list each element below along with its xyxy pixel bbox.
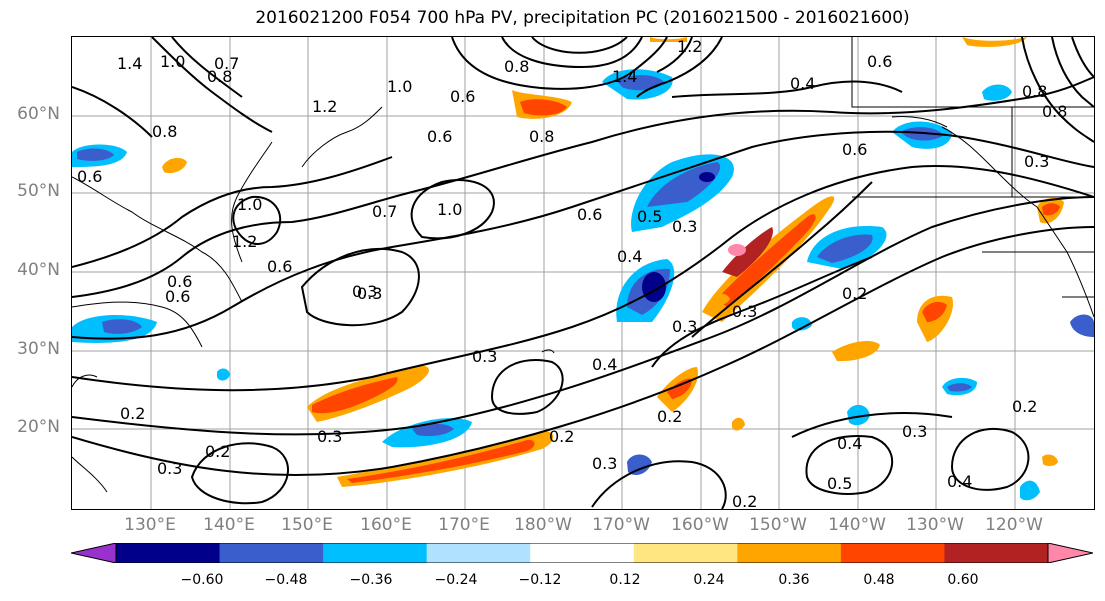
contour-label: 0.3: [357, 284, 382, 303]
contour-label: 0.3: [352, 282, 377, 301]
contour-label: 0.2: [657, 407, 682, 426]
contour-label: 1.2: [677, 37, 702, 56]
contour-labels: 1.4 1.0 0.7 0.8 1.2 0.8 0.6 1.0 0.8 0.6 …: [77, 37, 1067, 509]
lon-label: 170°E: [438, 515, 490, 535]
lon-label: 150°E: [281, 515, 333, 535]
lon-label: 140°E: [203, 515, 255, 535]
colorbar-tick: 0.60: [947, 572, 979, 588]
contour-label: 1.4: [612, 67, 637, 86]
lon-label: 150°W: [749, 515, 807, 535]
lat-label: 50°N: [17, 181, 60, 201]
colorbar-cell: [219, 543, 324, 563]
colorbar-cell: [323, 543, 428, 563]
contour-label: 1.0: [387, 77, 412, 96]
colorbar: [71, 543, 1093, 563]
contour-label: 0.3: [1024, 152, 1049, 171]
lon-label: 170°W: [592, 515, 650, 535]
contour-label: 0.6: [167, 272, 192, 291]
contour-label: 1.0: [237, 195, 262, 214]
contour-label: 0.3: [672, 317, 697, 336]
contour-label: 0.8: [504, 57, 529, 76]
contour-label: 0.3: [157, 459, 182, 478]
contour-label: 0.2: [1012, 397, 1037, 416]
contour-label: 0.3: [592, 454, 617, 473]
colorbar-tick: −0.24: [434, 572, 478, 588]
lat-label: 20°N: [17, 417, 60, 437]
contour-label: 0.6: [77, 167, 102, 186]
contour-label: 1.2: [312, 97, 337, 116]
lon-label: 160°W: [671, 515, 729, 535]
contour-label: 0.2: [549, 427, 574, 446]
colorbar-tick: −0.48: [264, 572, 308, 588]
colorbar-tick: 0.24: [693, 572, 725, 588]
colorbar-tick: −0.12: [518, 572, 562, 588]
contour-label: 0.6: [165, 287, 190, 306]
colorbar-tick: 0.36: [778, 572, 810, 588]
lat-label: 30°N: [17, 339, 60, 359]
pv-contours: [72, 37, 1094, 509]
lon-label: 140°W: [828, 515, 886, 535]
contour-label: 0.8: [1022, 82, 1047, 101]
lat-label: 60°N: [17, 104, 60, 124]
contour-label: 0.8: [1042, 102, 1067, 121]
colorbar-tick: 0.48: [863, 572, 895, 588]
contour-label: 0.8: [529, 127, 554, 146]
contour-label: 0.8: [207, 67, 232, 86]
colorbar-cell: [944, 543, 1049, 563]
contour-label: 0.4: [617, 247, 642, 266]
contour-label: 0.6: [267, 257, 292, 276]
contour-label: 0.6: [427, 127, 452, 146]
colorbar-cells: [116, 543, 1049, 563]
lon-label: 160°E: [360, 515, 412, 535]
contour-label: 0.2: [205, 442, 230, 461]
map-canvas: 1.4 1.0 0.7 0.8 1.2 0.8 0.6 1.0 0.8 0.6 …: [72, 37, 1094, 509]
contour-label: 0.3: [317, 427, 342, 446]
colorbar-cell: [737, 543, 842, 563]
contour-label: 0.2: [732, 492, 757, 509]
contour-label: 0.4: [790, 74, 815, 93]
contour-label: 1.0: [437, 200, 462, 219]
contour-label: 0.6: [842, 140, 867, 159]
lat-label: 40°N: [17, 260, 60, 280]
contour-label: 0.6: [867, 52, 892, 71]
contour-label: 0.2: [120, 404, 145, 423]
contour-label: 0.3: [472, 347, 497, 366]
contour-label: 1.2: [232, 232, 257, 251]
contour-label: 0.5: [637, 207, 662, 226]
contour-label: 0.2: [842, 284, 867, 303]
colorbar-cell: [633, 543, 738, 563]
contour-label: 0.3: [732, 302, 757, 321]
colorbar-tick: −0.60: [180, 572, 224, 588]
contour-label: 0.4: [947, 472, 972, 491]
map-title: 2016021200 F054 700 hPa PV, precipitatio…: [255, 8, 910, 28]
map-panel: 1.4 1.0 0.7 0.8 1.2 0.8 0.6 1.0 0.8 0.6 …: [71, 36, 1095, 510]
contour-label: 0.5: [827, 474, 852, 493]
contour-label: 1.4: [117, 54, 142, 73]
precip-shading: [72, 37, 1094, 501]
lon-label: 120°W: [985, 515, 1043, 535]
contour-label: 0.6: [577, 205, 602, 224]
contour-label: 0.8: [152, 122, 177, 141]
lon-label: 180°W: [514, 515, 572, 535]
contour-label: 0.7: [372, 202, 397, 221]
colorbar-tick: 0.12: [609, 572, 641, 588]
colorbar-cell: [530, 543, 635, 563]
contour-label: 1.0: [160, 52, 185, 71]
lon-label: 130°W: [906, 515, 964, 535]
colorbar-tick: −0.36: [349, 572, 393, 588]
colorbar-cell: [840, 543, 945, 563]
contour-label: 0.6: [450, 87, 475, 106]
coastlines: [72, 37, 1094, 493]
contour-label: 0.3: [672, 217, 697, 236]
colorbar-frame: [115, 543, 1049, 563]
colorbar-cell: [426, 543, 531, 563]
contour-label: 0.3: [902, 422, 927, 441]
contour-label: 0.7: [214, 54, 239, 73]
contour-label: 0.4: [592, 355, 617, 374]
colorbar-cell: [116, 543, 221, 563]
contour-label: 0.4: [837, 434, 862, 453]
lon-label: 130°E: [124, 515, 176, 535]
colorbar-extend-high: [1047, 543, 1093, 563]
colorbar-extend-low: [71, 543, 117, 563]
